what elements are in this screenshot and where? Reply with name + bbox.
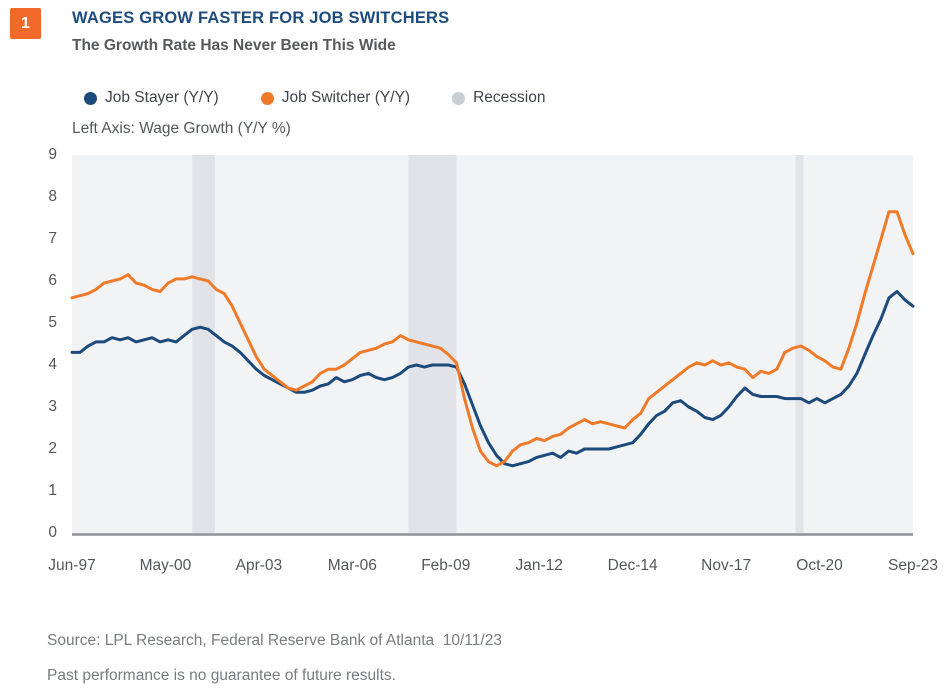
x-tick-label: Jan-12: [515, 557, 563, 574]
y-tick-label: 3: [48, 398, 57, 415]
legend-label-job-switcher: Job Switcher (Y/Y): [281, 89, 411, 106]
x-tick-label: Nov-17: [701, 557, 752, 574]
legend-item-job-switcher: Job Switcher (Y/Y): [260, 89, 411, 107]
recession-band: [192, 155, 215, 533]
chart-legend: Job Stayer (Y/Y) Job Switcher (Y/Y) Rece…: [84, 89, 545, 107]
job-switcher-dot-icon: [260, 91, 274, 105]
x-tick-label: Dec-14: [607, 557, 658, 574]
legend-item-job-stayer: Job Stayer (Y/Y): [84, 89, 219, 107]
recession-band: [408, 155, 457, 533]
legend-item-recession: Recession: [452, 89, 545, 107]
y-tick-label: 5: [48, 314, 57, 331]
y-tick-label: 0: [48, 524, 57, 541]
recession-dot-icon: [452, 91, 466, 105]
job-stayer-dot-icon: [84, 91, 97, 105]
disclaimer-note: Past performance is no guarantee of futu…: [47, 667, 396, 684]
y-tick-label: 6: [48, 272, 57, 289]
x-tick-label: Apr-03: [235, 557, 283, 574]
x-tick-label: Sep-23: [888, 557, 938, 574]
chart-subtitle: The Growth Rate Has Never Been This Wide: [72, 37, 396, 54]
x-tick-label: May-00: [139, 557, 192, 574]
y-tick-label: 9: [48, 146, 57, 163]
chart-title: WAGES GROW FASTER FOR JOB SWITCHERS: [72, 9, 450, 27]
y-tick-label: 7: [48, 230, 57, 247]
y-tick-label: 8: [48, 188, 57, 205]
x-tick-label: Jun-97: [48, 557, 96, 574]
y-tick-label: 2: [48, 440, 57, 457]
figure-number-badge: 1: [10, 8, 41, 39]
x-tick-label: Feb-09: [421, 557, 471, 574]
y-tick-label: 1: [48, 482, 57, 499]
legend-label-job-stayer: Job Stayer (Y/Y): [105, 89, 219, 106]
x-tick-label: Oct-20: [796, 557, 843, 574]
left-axis-note: Left Axis: Wage Growth (Y/Y %): [72, 120, 291, 137]
recession-band: [795, 155, 804, 533]
source-note: Source: LPL Research, Federal Reserve Ba…: [47, 632, 502, 649]
wage-growth-line-chart: [70, 155, 915, 536]
job-stayer-line: [70, 290, 915, 468]
legend-label-recession: Recession: [473, 89, 546, 106]
x-tick-label: Mar-06: [327, 557, 377, 574]
y-tick-label: 4: [48, 356, 57, 373]
job-switcher-line: [70, 210, 915, 468]
